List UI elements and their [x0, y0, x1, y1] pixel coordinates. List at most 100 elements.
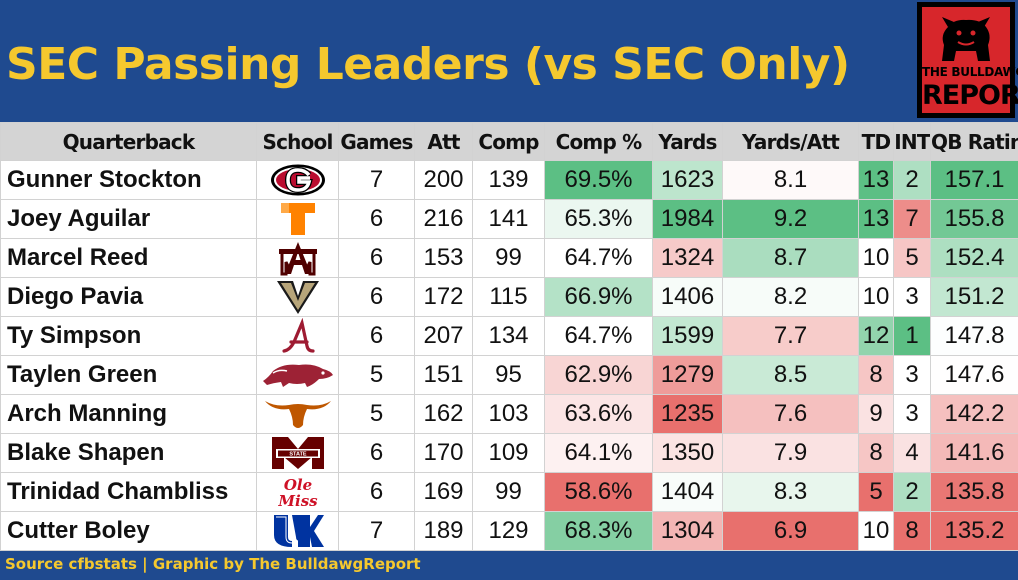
column-header-yards-per-att: Yards/Att	[722, 122, 859, 161]
cell-td: 10	[858, 238, 894, 278]
cell-yards-per-att: 9.2	[722, 199, 859, 239]
cell-comp: 129	[472, 511, 545, 551]
cell-comp: 99	[472, 238, 545, 278]
passing-leaders-table: Quarterback School Games Att Comp Comp %…	[0, 122, 1018, 551]
quarterback-name: Ty Simpson	[0, 316, 257, 356]
cell-int: 2	[893, 160, 931, 200]
cell-td: 13	[858, 199, 894, 239]
cell-comp-pct: 66.9%	[544, 277, 653, 317]
table-row: Taylen Green 5 151 95 62.9% 1279 8.5 8 3 147.6	[0, 355, 1018, 395]
cell-yards: 1350	[652, 433, 723, 473]
page-title: SEC Passing Leaders (vs SEC Only)	[6, 39, 850, 90]
cell-yards: 1324	[652, 238, 723, 278]
cell-td: 8	[858, 355, 894, 395]
cell-comp-pct: 65.3%	[544, 199, 653, 239]
quarterback-name: Gunner Stockton	[0, 160, 257, 200]
cell-comp: 141	[472, 199, 545, 239]
cell-int: 3	[893, 394, 931, 434]
table-row: Ty Simpson 6 207 134 64.7% 1599 7.7 12 1 147.8	[0, 316, 1018, 356]
cell-games: 6	[338, 238, 415, 278]
cell-comp: 99	[472, 472, 545, 512]
cell-comp: 95	[472, 355, 545, 395]
cell-int: 8	[893, 511, 931, 551]
cell-att: 207	[414, 316, 473, 356]
quarterback-name: Diego Pavia	[0, 277, 257, 317]
arkansas-logo	[256, 355, 339, 395]
cell-yards-per-att: 8.7	[722, 238, 859, 278]
quarterback-name: Blake Shapen	[0, 433, 257, 473]
svg-text:Miss: Miss	[277, 492, 318, 510]
cell-qb-rating: 135.2	[930, 511, 1018, 551]
cell-games: 6	[338, 277, 415, 317]
cell-qb-rating: 141.6	[930, 433, 1018, 473]
cell-games: 6	[338, 199, 415, 239]
cell-yards-per-att: 8.5	[722, 355, 859, 395]
cell-comp: 134	[472, 316, 545, 356]
cell-yards: 1623	[652, 160, 723, 200]
column-header-quarterback: Quarterback	[0, 122, 257, 161]
cell-yards-per-att: 6.9	[722, 511, 859, 551]
table-row: Joey Aguilar 6 216 141 65.3% 1984 9.2 13 7 155.8	[0, 199, 1018, 239]
cell-qb-rating: 142.2	[930, 394, 1018, 434]
column-header-att: Att	[414, 122, 473, 161]
cell-att: 151	[414, 355, 473, 395]
cell-att: 200	[414, 160, 473, 200]
mississippi-state-logo: STATE	[256, 433, 339, 473]
table-row: Trinidad Chambliss Ole Miss 6 169 99 58.6% 1404…	[0, 472, 1018, 512]
cell-int: 7	[893, 199, 931, 239]
bulldog-icon	[942, 17, 990, 61]
cell-yards-per-att: 8.1	[722, 160, 859, 200]
svg-text:Ole: Ole	[283, 476, 311, 494]
cell-td: 10	[858, 511, 894, 551]
column-header-comp-pct: Comp %	[544, 122, 653, 161]
cell-int: 2	[893, 472, 931, 512]
cell-att: 162	[414, 394, 473, 434]
cell-td: 12	[858, 316, 894, 356]
cell-td: 8	[858, 433, 894, 473]
cell-yards-per-att: 8.3	[722, 472, 859, 512]
cell-comp-pct: 69.5%	[544, 160, 653, 200]
cell-qb-rating: 147.6	[930, 355, 1018, 395]
georgia-logo	[256, 160, 339, 200]
cell-yards: 1279	[652, 355, 723, 395]
cell-yards: 1984	[652, 199, 723, 239]
cell-qb-rating: 157.1	[930, 160, 1018, 200]
table-row: Marcel Reed 6 153 99 64.7% 1324 8.7 10 5 152.4	[0, 238, 1018, 278]
cell-qb-rating: 152.4	[930, 238, 1018, 278]
cell-games: 7	[338, 160, 415, 200]
cell-att: 170	[414, 433, 473, 473]
cell-td: 13	[858, 160, 894, 200]
cell-yards: 1235	[652, 394, 723, 434]
cell-td: 10	[858, 277, 894, 317]
cell-int: 4	[893, 433, 931, 473]
cell-att: 172	[414, 277, 473, 317]
quarterback-name: Arch Manning	[0, 394, 257, 434]
cell-comp: 109	[472, 433, 545, 473]
column-header-int: INT	[893, 122, 931, 161]
cell-games: 6	[338, 433, 415, 473]
cell-yards: 1599	[652, 316, 723, 356]
cell-yards: 1304	[652, 511, 723, 551]
vanderbilt-logo	[256, 277, 339, 317]
cell-games: 6	[338, 472, 415, 512]
table-row: Gunner Stockton 7 200 139 69.5% 1623 8.1 13 2 157…	[0, 160, 1018, 200]
table-row: Diego Pavia 6 172 115 66.9% 1406 8.2 10 3 151.2	[0, 277, 1018, 317]
quarterback-name: Trinidad Chambliss	[0, 472, 257, 512]
cell-att: 153	[414, 238, 473, 278]
brand-line-1: THE BULLDAWG	[922, 65, 1018, 79]
cell-comp-pct: 64.1%	[544, 433, 653, 473]
quarterback-name: Joey Aguilar	[0, 199, 257, 239]
cell-yards-per-att: 7.7	[722, 316, 859, 356]
table-row: Arch Manning 5 162 103 63.6% 1235 7.6 9 3 142.2	[0, 394, 1018, 434]
texas-logo	[256, 394, 339, 434]
cell-qb-rating: 155.8	[930, 199, 1018, 239]
cell-yards: 1406	[652, 277, 723, 317]
quarterback-name: Cutter Boley	[0, 511, 257, 551]
cell-yards: 1404	[652, 472, 723, 512]
cell-comp-pct: 64.7%	[544, 238, 653, 278]
cell-int: 5	[893, 238, 931, 278]
source-credit: Source cfbstats | Graphic by The Bulldaw…	[5, 555, 421, 573]
cell-comp-pct: 68.3%	[544, 511, 653, 551]
brand-line-2: REPORT	[922, 80, 1018, 111]
alabama-logo	[256, 316, 339, 356]
